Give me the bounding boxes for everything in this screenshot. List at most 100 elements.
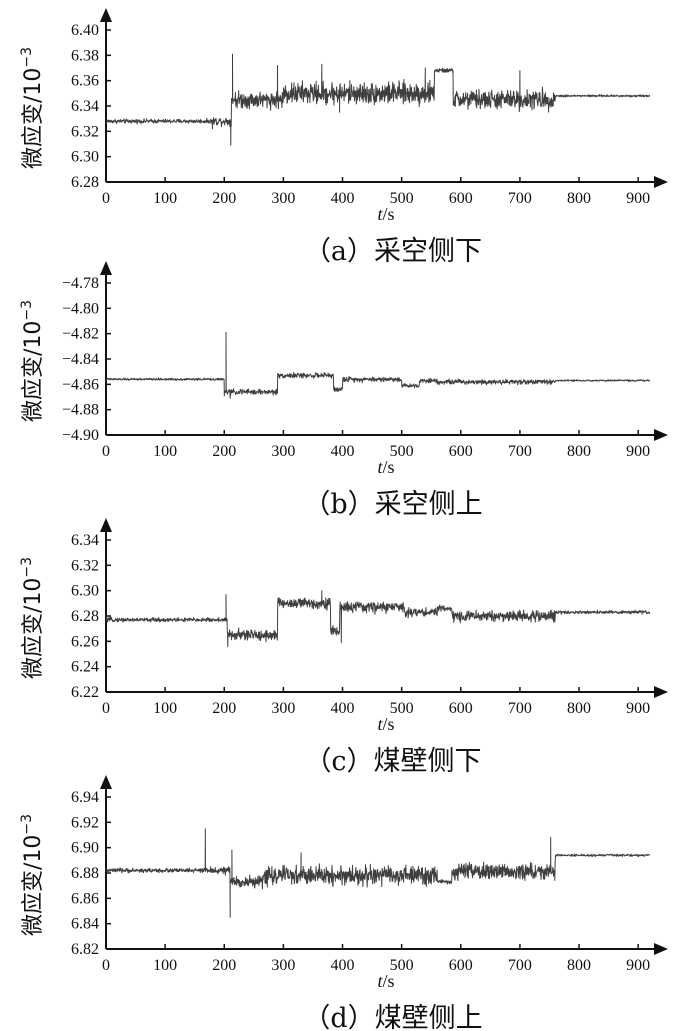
y-tick-label: 6.22 xyxy=(71,684,99,701)
x-tick-label: 500 xyxy=(390,957,414,974)
x-tick-label: 0 xyxy=(102,443,110,460)
chart-panel-3: 6.22 6.24 6.26 6.28 6.30 6.32 6.34 0 100 200 300 40… xyxy=(19,518,668,777)
x-tick-label: 900 xyxy=(626,190,650,207)
x-tick-label: 800 xyxy=(567,957,591,974)
y-tick-label: −4.90 xyxy=(62,427,99,444)
x-tick-label: 300 xyxy=(271,443,295,460)
strain-series-line xyxy=(105,828,651,918)
x-tick-label: 200 xyxy=(212,957,236,974)
x-tick-label: 0 xyxy=(102,700,110,717)
x-tick-label: 100 xyxy=(153,190,177,207)
y-tick-label: 6.32 xyxy=(71,557,99,574)
x-tick-label: 800 xyxy=(567,190,591,207)
panel-caption: （a）采空侧下 xyxy=(304,236,482,267)
strain-series-line xyxy=(105,590,651,647)
x-axis-unit: /s xyxy=(383,204,395,224)
x-tick-label: 100 xyxy=(153,957,177,974)
y-tick-label: 6.24 xyxy=(71,659,99,676)
y-tick-label: 6.28 xyxy=(71,608,99,625)
y-axis-arrow xyxy=(100,261,112,275)
y-tick-label: 6.38 xyxy=(71,47,99,64)
x-axis-unit: /s xyxy=(383,457,395,477)
y-axis-label: 微应变/10−3 xyxy=(19,814,46,936)
x-tick-label: 600 xyxy=(449,190,473,207)
x-tick-label: 400 xyxy=(331,443,355,460)
y-axis-label-exponent: −3 xyxy=(19,814,35,835)
y-tick-label: −4.84 xyxy=(62,351,99,368)
y-axis-label: 微应变/10−3 xyxy=(19,47,46,169)
x-tick-label: 600 xyxy=(449,957,473,974)
x-axis-unit: /s xyxy=(383,714,395,734)
x-tick-label: 100 xyxy=(153,700,177,717)
strain-series-line xyxy=(105,53,651,146)
x-tick-label: 800 xyxy=(567,700,591,717)
y-tick-label: 6.88 xyxy=(71,865,99,882)
x-tick-label: 200 xyxy=(212,190,236,207)
chart-panel-4: 6.82 6.84 6.86 6.88 6.90 6.92 6.94 0 100 200 300 40… xyxy=(19,775,668,1031)
x-axis-label: t/s xyxy=(377,204,394,224)
y-axis-label-exponent: −3 xyxy=(19,47,35,68)
y-tick-label: 6.26 xyxy=(71,633,99,650)
x-axis-arrow xyxy=(654,686,668,698)
x-axis-arrow xyxy=(654,943,668,955)
x-tick-label: 300 xyxy=(271,700,295,717)
x-axis-arrow xyxy=(654,176,668,188)
x-tick-label: 400 xyxy=(331,957,355,974)
y-tick-label: 6.92 xyxy=(71,814,99,831)
y-tick-label: −4.88 xyxy=(62,402,99,419)
y-tick-label: 6.30 xyxy=(71,583,99,600)
y-axis-label-exponent: −3 xyxy=(19,300,35,321)
x-axis-variable: t xyxy=(377,971,383,991)
y-axis-label-text: 微应变/10 xyxy=(21,68,46,169)
x-tick-label: 200 xyxy=(212,700,236,717)
y-tick-label: 6.36 xyxy=(71,73,99,90)
y-tick-label: 6.40 xyxy=(71,22,99,39)
y-tick-label: 6.30 xyxy=(71,149,99,166)
x-tick-label: 800 xyxy=(567,443,591,460)
y-tick-label: 6.34 xyxy=(71,532,99,549)
x-axis-arrow xyxy=(654,429,668,441)
panel-caption: （d）煤壁侧上 xyxy=(303,1003,482,1031)
y-axis-label-text: 微应变/10 xyxy=(21,835,46,936)
x-tick-label: 400 xyxy=(331,190,355,207)
x-tick-label: 100 xyxy=(153,443,177,460)
x-tick-label: 500 xyxy=(390,443,414,460)
x-tick-label: 900 xyxy=(626,957,650,974)
x-tick-label: 300 xyxy=(271,957,295,974)
x-axis-variable: t xyxy=(377,457,383,477)
strain-series-line xyxy=(105,331,651,399)
x-axis-label: t/s xyxy=(377,457,394,477)
y-tick-label: 6.94 xyxy=(71,789,99,806)
x-tick-label: 300 xyxy=(271,190,295,207)
x-axis-variable: t xyxy=(377,204,383,224)
x-axis-variable: t xyxy=(377,714,383,734)
chart-panel-1: 6.28 6.30 6.32 6.34 6.36 6.38 6.40 0 100 200 300 40… xyxy=(19,8,668,267)
x-tick-label: 0 xyxy=(102,957,110,974)
y-axis-arrow xyxy=(100,8,112,22)
y-tick-label: 6.82 xyxy=(71,941,99,958)
panel-caption: （b）采空侧上 xyxy=(303,489,482,520)
x-tick-label: 600 xyxy=(449,700,473,717)
x-tick-label: 600 xyxy=(449,443,473,460)
y-tick-label: 6.34 xyxy=(71,98,99,115)
y-tick-label: −4.82 xyxy=(62,326,99,343)
x-tick-label: 900 xyxy=(626,700,650,717)
y-tick-label: −4.80 xyxy=(62,300,99,317)
x-tick-label: 700 xyxy=(508,443,532,460)
y-axis-label: 微应变/10−3 xyxy=(19,557,46,679)
x-tick-label: 400 xyxy=(331,700,355,717)
y-tick-label: 6.32 xyxy=(71,123,99,140)
x-axis-label: t/s xyxy=(377,971,394,991)
x-axis-label: t/s xyxy=(377,714,394,734)
chart-panel-2: −4.90 −4.88 −4.86 −4.84 −4.82 −4.80 −4.78 0 100 2… xyxy=(19,261,668,520)
x-tick-label: 200 xyxy=(212,443,236,460)
y-axis-label-text: 微应变/10 xyxy=(21,321,46,422)
y-axis-label-text: 微应变/10 xyxy=(21,578,46,679)
y-axis-arrow xyxy=(100,775,112,789)
x-tick-label: 900 xyxy=(626,443,650,460)
y-axis-arrow xyxy=(100,518,112,532)
y-tick-label: 6.28 xyxy=(71,174,99,191)
y-tick-label: 6.86 xyxy=(71,890,99,907)
y-axis-label-exponent: −3 xyxy=(19,557,35,578)
